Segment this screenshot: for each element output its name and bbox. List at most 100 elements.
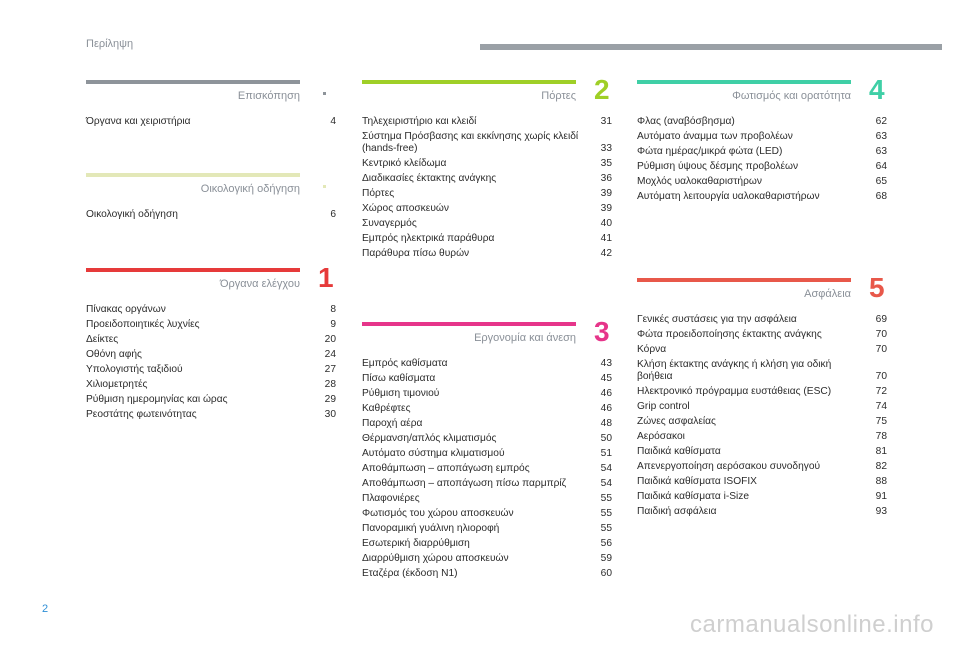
section-title: Οικολογική οδήγηση (200, 183, 300, 195)
toc-entry[interactable]: Εσωτερική διαρρύθμιση 56 (362, 538, 612, 550)
toc-entry[interactable]: Ηλεκτρονικό πρόγραμμα ευστάθειας (ESC) 72 (637, 386, 887, 398)
section-header: Φωτισμός και ορατότητα 4 (637, 76, 887, 110)
toc-entry[interactable]: Διαρρύθμιση χώρου αποσκευών 59 (362, 553, 612, 565)
toc-entry[interactable]: Grip control 74 (637, 401, 887, 413)
toc-entry[interactable]: Μοχλός υαλοκαθαριστήρων 65 (637, 176, 887, 188)
section-color-bar (86, 173, 300, 177)
toc-entry-label: Παιδική ασφάλεια (637, 506, 717, 517)
toc-entry[interactable]: Αποθάμπωση – αποπάγωση πίσω παρμπρίζ 54 (362, 478, 612, 490)
section-title: Πόρτες (541, 90, 576, 102)
toc-entry[interactable]: Κεντρικό κλείδωμα 35 (362, 158, 612, 170)
toc-entry[interactable]: Όργανα και χειριστήρια 4 (86, 116, 336, 128)
toc-entry-label: Πανοραμική γυάλινη ηλιοροφή (362, 523, 500, 534)
toc-entry-page: 91 (875, 491, 887, 502)
page-title: Περίληψη (86, 38, 134, 50)
section-doors: Πόρτες 2 Τηλεχειριστήριο και κλειδί 31 Σύστη… (362, 76, 612, 263)
toc-entry-label: Γενικές συστάσεις για την ασφάλεια (637, 314, 797, 325)
section-color-bar (637, 80, 851, 84)
toc-entry[interactable]: Διαδικασίες έκτακτης ανάγκης 36 (362, 173, 612, 185)
toc-entry[interactable]: Χιλιομετρητές 28 (86, 379, 336, 391)
toc-entry-page: 65 (875, 176, 887, 187)
toc-entry[interactable]: Θέρμανση/απλός κλιματισμός 50 (362, 433, 612, 445)
section-color-bar (637, 278, 851, 282)
toc-entry-label: Τηλεχειριστήριο και κλειδί (362, 116, 477, 127)
toc-entry-page: 54 (600, 463, 612, 474)
toc-entry[interactable]: Κλήση έκτακτης ανάγκης ή κλήση για οδική… (637, 359, 887, 383)
toc-entry-label: Παροχή αέρα (362, 418, 423, 429)
toc-entry[interactable]: Ρεοστάτης φωτεινότητας 30 (86, 409, 336, 421)
toc-entry-page: 39 (600, 203, 612, 214)
toc-entry[interactable]: Πανοραμική γυάλινη ηλιοροφή 55 (362, 523, 612, 535)
toc-list: Εμπρός καθίσματα 43 Πίσω καθίσματα 45 Ρύθμισ… (362, 358, 612, 580)
toc-entry[interactable]: Υπολογιστής ταξιδιού 27 (86, 364, 336, 376)
toc-entry[interactable]: Παιδικά καθίσματα ISOFIX 88 (637, 476, 887, 488)
toc-entry[interactable]: Σύστημα Πρόσβασης και εκκίνησης χωρίς κλ… (362, 131, 612, 155)
toc-entry[interactable]: Δείκτες 20 (86, 334, 336, 346)
toc-entry[interactable]: Ζώνες ασφαλείας 75 (637, 416, 887, 428)
toc-entry[interactable]: Οικολογική οδήγηση 6 (86, 209, 336, 221)
toc-entry-label: Αερόσακοι (637, 431, 685, 442)
toc-entry[interactable]: Πλαφονιέρες 55 (362, 493, 612, 505)
toc-entry[interactable]: Ρύθμιση τιμονιού 46 (362, 388, 612, 400)
toc-entry[interactable]: Πίνακας οργάνων 8 (86, 304, 336, 316)
toc-entry[interactable]: Παιδικά καθίσματα 81 (637, 446, 887, 458)
toc-entry-label: Grip control (637, 401, 690, 412)
toc-entry-label: Μοχλός υαλοκαθαριστήρων (637, 176, 762, 187)
toc-entry[interactable]: Παιδική ασφάλεια 93 (637, 506, 887, 518)
toc-entry[interactable]: Απενεργοποίηση αερόσακου συνοδηγού 82 (637, 461, 887, 473)
section-header: Οικολογική οδήγηση (86, 173, 336, 203)
toc-entry-label: Παιδικά καθίσματα i-Size (637, 491, 750, 502)
toc-entry[interactable]: Οθόνη αφής 24 (86, 349, 336, 361)
toc-entry-page: 64 (875, 161, 887, 172)
toc-entry[interactable]: Φώτα ημέρας/μικρά φώτα (LED) 63 (637, 146, 887, 158)
toc-entry[interactable]: Πίσω καθίσματα 45 (362, 373, 612, 385)
section-instruments: Όργανα ελέγχου 1 Πίνακας οργάνων 8 Προειδοπο… (86, 264, 336, 424)
toc-entry-label: Φλας (αναβόσβησμα) (637, 116, 735, 127)
toc-entry[interactable]: Εταζέρα (έκδοση N1) 60 (362, 568, 612, 580)
toc-entry[interactable]: Εμπρός ηλεκτρικά παράθυρα 41 (362, 233, 612, 245)
toc-entry-page: 46 (600, 388, 612, 399)
toc-entry-label: Οικολογική οδήγηση (86, 209, 178, 220)
toc-entry-page: 40 (600, 218, 612, 229)
toc-entry[interactable]: Φώτα προειδοποίησης έκτακτης ανάγκης 70 (637, 329, 887, 341)
toc-entry[interactable]: Ρύθμιση ημερομηνίας και ώρας 29 (86, 394, 336, 406)
toc-entry[interactable]: Εμπρός καθίσματα 43 (362, 358, 612, 370)
toc-entry-label: Κόρνα (637, 344, 667, 355)
toc-entry[interactable]: Καθρέφτες 46 (362, 403, 612, 415)
toc-entry-label: Πίνακας οργάνων (86, 304, 166, 315)
toc-entry[interactable]: Αυτόματο άναμμα των προβολέων 63 (637, 131, 887, 143)
toc-entry-label: Εσωτερική διαρρύθμιση (362, 538, 470, 549)
toc-entry-page: 9 (330, 319, 336, 330)
toc-entry[interactable]: Φλας (αναβόσβησμα) 62 (637, 116, 887, 128)
toc-entry[interactable]: Αποθάμπωση – αποπάγωση εμπρός 54 (362, 463, 612, 475)
toc-entry-label: Παιδικά καθίσματα (637, 446, 721, 457)
section-ergonomics: Εργονομία και άνεση 3 Εμπρός καθίσματα 43 Πί… (362, 318, 612, 583)
toc-entry[interactable]: Παράθυρα πίσω θυρών 42 (362, 248, 612, 260)
section-color-bar (362, 322, 576, 326)
toc-entry[interactable]: Αυτόματη λειτουργία υαλοκαθαριστήρων 68 (637, 191, 887, 203)
toc-entry[interactable]: Φωτισμός του χώρου αποσκευών 55 (362, 508, 612, 520)
toc-entry[interactable]: Ρύθμιση ύψους δέσμης προβολέων 64 (637, 161, 887, 173)
toc-entry-page: 56 (600, 538, 612, 549)
toc-entry[interactable]: Τηλεχειριστήριο και κλειδί 31 (362, 116, 612, 128)
chapter-number: 4 (869, 74, 885, 105)
toc-entry[interactable]: Κόρνα 70 (637, 344, 887, 356)
toc-entry[interactable]: Προειδοποιητικές λυχνίες 9 (86, 319, 336, 331)
toc-entry[interactable]: Χώρος αποσκευών 39 (362, 203, 612, 215)
toc-entry-page: 39 (600, 188, 612, 199)
toc-entry[interactable]: Συναγερμός 40 (362, 218, 612, 230)
page-number: 2 (42, 603, 49, 615)
toc-entry[interactable]: Αυτόματο σύστημα κλιματισμού 51 (362, 448, 612, 460)
toc-entry[interactable]: Αερόσακοι 78 (637, 431, 887, 443)
toc-entry-label: Αυτόματο άναμμα των προβολέων (637, 131, 793, 142)
toc-entry[interactable]: Παιδικά καθίσματα i-Size 91 (637, 491, 887, 503)
section-lighting: Φωτισμός και ορατότητα 4 Φλας (αναβόσβησμα… (637, 76, 887, 206)
toc-entry-page: 48 (600, 418, 612, 429)
toc-entry-label: Δείκτες (86, 334, 119, 345)
toc-entry-page: 36 (600, 173, 612, 184)
section-marker (323, 92, 326, 95)
toc-entry[interactable]: Παροχή αέρα 48 (362, 418, 612, 430)
toc-entry[interactable]: Γενικές συστάσεις για την ασφάλεια 69 (637, 314, 887, 326)
toc-entry[interactable]: Πόρτες 39 (362, 188, 612, 200)
watermark: carmanualsonline.info (690, 611, 934, 638)
